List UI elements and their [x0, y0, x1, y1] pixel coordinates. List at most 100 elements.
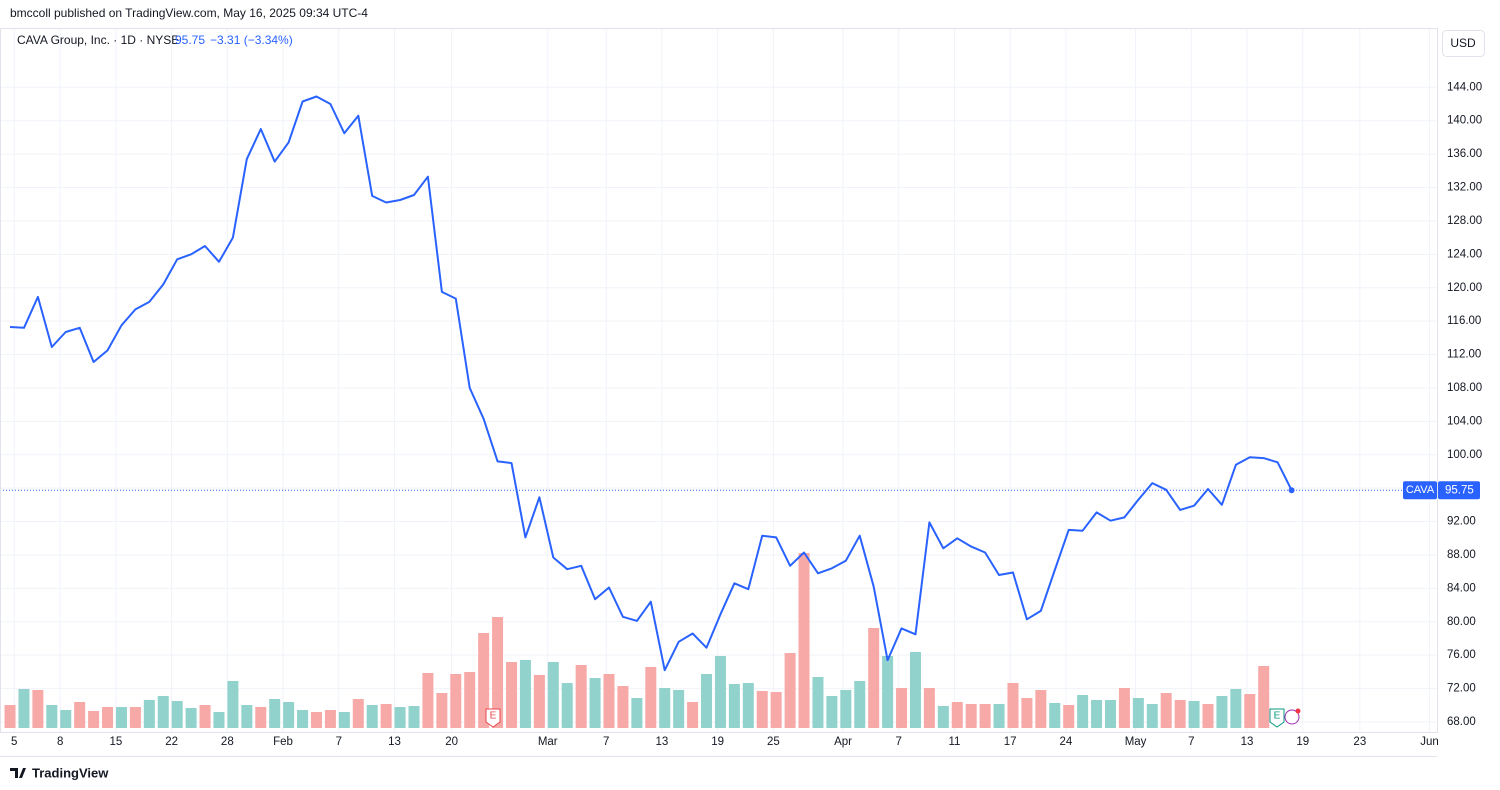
volume-bar [575, 665, 587, 728]
x-tick-label: 28 [221, 736, 234, 748]
volume-bar [603, 674, 615, 728]
volume-bar [756, 691, 768, 728]
volume-bar [589, 678, 601, 728]
x-tick-label: 23 [1353, 736, 1366, 748]
volume-bar [199, 705, 211, 728]
volume-bar [241, 705, 253, 728]
volume-bar [227, 681, 239, 728]
legend-title: CAVA Group, Inc. · 1D · NYSE [17, 33, 179, 47]
volume-bar [561, 683, 573, 728]
x-tick-label: 11 [948, 736, 960, 748]
volume-bar [1146, 704, 1158, 728]
volume-bar [728, 684, 740, 728]
x-tick-label: 8 [57, 736, 63, 748]
y-tick-label: 108.00 [1447, 382, 1482, 394]
svg-text:E: E [1274, 711, 1281, 722]
volume-bar [478, 633, 490, 728]
volume-bar [18, 689, 30, 728]
volume-bar [645, 667, 657, 728]
volume-bar [1160, 693, 1172, 728]
volume-bar [422, 673, 434, 728]
last-point [1288, 487, 1295, 494]
volume-bar [1007, 683, 1019, 728]
volume-bar [1244, 694, 1256, 728]
x-tick-label: 5 [11, 736, 17, 748]
legend-change: −3.31 (−3.34%) [210, 33, 293, 47]
currency[interactable]: USD [1450, 36, 1476, 50]
volume-bar [965, 704, 977, 728]
volume-bar [352, 699, 364, 728]
volume-bar [1091, 700, 1103, 728]
volume-bar [115, 707, 127, 728]
volume-bar [896, 688, 908, 728]
legend-value: 95.75 [175, 33, 205, 47]
y-tick-label: 116.00 [1447, 315, 1481, 327]
volume-bar [868, 628, 880, 728]
volume-bar [408, 706, 420, 728]
x-tick-label: 7 [896, 736, 902, 748]
x-tick-label: May [1125, 736, 1147, 748]
volume-bar [1063, 705, 1075, 728]
plot [0, 95, 1437, 672]
volume [4, 553, 1270, 728]
volume-bar [840, 690, 852, 728]
volume-bar [742, 683, 754, 728]
x-tick-label: 13 [1241, 736, 1254, 748]
volume-bar [701, 674, 713, 728]
y-tick-label: 120.00 [1447, 282, 1482, 294]
volume-bar [812, 677, 824, 728]
x-tick-label: Jun [1420, 736, 1439, 748]
x-tick-label: 7 [336, 736, 342, 748]
volume-bar [1230, 689, 1242, 728]
x-tick-label: 7 [603, 736, 609, 748]
x-tick-label: 15 [109, 736, 122, 748]
y-tick-label: 92.00 [1447, 516, 1476, 528]
volume-bar [464, 672, 476, 728]
volume-bar [129, 707, 141, 728]
volume-bar [450, 674, 462, 728]
volume-bar [673, 690, 685, 728]
volume-bar [1077, 695, 1089, 728]
volume-bar [1258, 666, 1270, 728]
volume-bar [310, 712, 322, 728]
volume-bar [255, 707, 267, 728]
volume-bar [1174, 700, 1186, 728]
volume-bar [157, 696, 169, 728]
price-tag-name-bg [1403, 481, 1437, 500]
volume-bar [324, 710, 336, 728]
volume-bar [1035, 690, 1047, 728]
y-tick-label: 104.00 [1447, 415, 1482, 427]
volume-bar [297, 710, 309, 728]
volume-bar [937, 706, 949, 728]
y-tick-label: 140.00 [1447, 115, 1482, 127]
volume-bar [993, 704, 1005, 728]
y-tick-label: 136.00 [1447, 148, 1482, 160]
x-tick-label: 20 [445, 736, 458, 748]
volume-bar [380, 704, 392, 728]
y-tick-label: 68.00 [1447, 716, 1476, 728]
brand-logo [10, 768, 26, 778]
volume-bar [1216, 696, 1228, 728]
volume-bar [436, 693, 448, 728]
volume-bar [283, 702, 295, 728]
volume-bar [1202, 704, 1214, 728]
grid [0, 28, 1437, 732]
x-tick-label: Feb [273, 736, 293, 748]
volume-bar [269, 699, 281, 728]
volume-bar [143, 700, 155, 728]
volume-bar [519, 660, 531, 728]
price-tag: 95.75 [1445, 484, 1474, 496]
volume-bar [1188, 701, 1200, 728]
x-tick-label: 13 [388, 736, 401, 748]
x-tick-label: 19 [711, 736, 724, 748]
x-tick-label: 17 [1004, 736, 1017, 748]
x-tick-label: 25 [767, 736, 780, 748]
currency-box[interactable] [1442, 30, 1485, 57]
volume-bar [617, 686, 629, 728]
volume-bar [631, 698, 643, 728]
volume-bar [979, 704, 991, 728]
volume-bar [1118, 688, 1130, 728]
x-tick-label: 7 [1188, 736, 1194, 748]
volume-bar [213, 712, 225, 728]
